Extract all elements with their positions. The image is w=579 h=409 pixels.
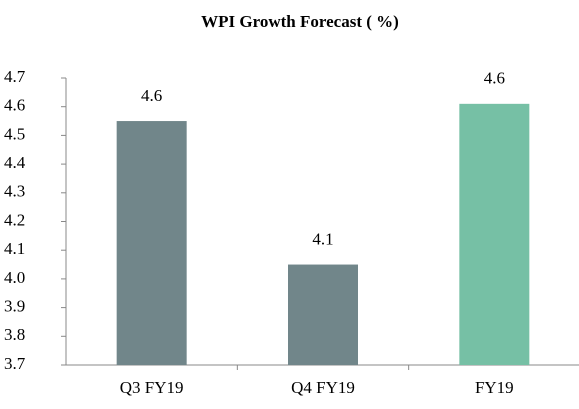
- y-tick-label: 3.8: [4, 325, 25, 344]
- bar: [116, 121, 187, 365]
- x-tick-label: FY19: [475, 378, 514, 397]
- x-tick-label: Q4 FY19: [291, 378, 355, 397]
- bar: [459, 103, 530, 365]
- value-label: 4.6: [141, 86, 162, 105]
- value-label: 4.1: [312, 229, 333, 248]
- value-label: 4.6: [484, 69, 505, 88]
- x-tick-label: Q3 FY19: [120, 378, 184, 397]
- y-tick-label: 4.5: [4, 124, 25, 143]
- y-tick-label: 4.2: [4, 210, 25, 229]
- y-tick-label: 4.1: [4, 239, 25, 258]
- y-tick-label: 4.3: [4, 182, 25, 201]
- chart-title: WPI Growth Forecast ( %): [201, 12, 399, 31]
- y-tick-label: 4.6: [4, 96, 25, 115]
- y-tick-label: 3.7: [4, 354, 26, 373]
- y-tick-label: 4.7: [4, 67, 26, 86]
- bar: [288, 264, 358, 365]
- y-tick-label: 4.0: [4, 268, 25, 287]
- y-tick-label: 3.9: [4, 297, 25, 316]
- y-tick-label: 4.4: [4, 153, 26, 172]
